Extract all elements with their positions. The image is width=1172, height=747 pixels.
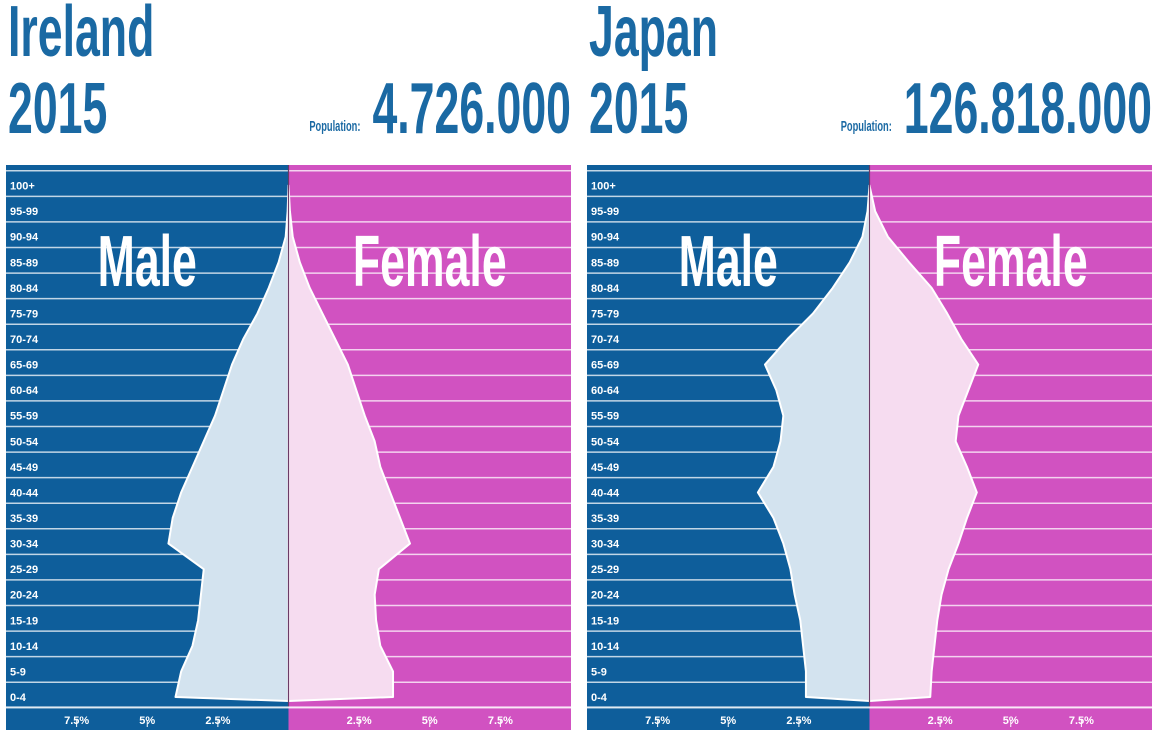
age-label: 0-4 (10, 692, 27, 704)
country-title: Ireland (8, 0, 154, 72)
age-label: 25-29 (10, 564, 38, 576)
series-name: Female (934, 221, 1088, 302)
age-label: 40-44 (10, 487, 39, 499)
age-label: 50-54 (591, 436, 620, 448)
age-label: 65-69 (10, 360, 38, 372)
age-label: 5-9 (591, 666, 607, 678)
age-label: 65-69 (591, 360, 619, 372)
age-label: 60-64 (591, 385, 620, 397)
age-label: 70-74 (591, 334, 620, 346)
x-tick-label: 5% (139, 715, 155, 727)
series-name: Male (98, 221, 197, 302)
age-label: 30-34 (591, 539, 620, 551)
x-tick-label: 5% (720, 715, 736, 727)
year-title: 2015 (8, 68, 107, 149)
age-label: 80-84 (591, 283, 620, 295)
age-label: 75-79 (591, 308, 619, 320)
year-title: 2015 (589, 68, 688, 149)
age-label: 100+ (591, 181, 616, 193)
population-number: 126.818.000 (904, 68, 1152, 149)
age-label: 100+ (10, 181, 35, 193)
age-label: 55-59 (591, 411, 619, 423)
population-area (756, 184, 871, 702)
population-label: Population: (841, 118, 892, 135)
population-area (868, 184, 980, 702)
age-label: 80-84 (10, 283, 39, 295)
x-tick-label: 5% (1003, 715, 1019, 727)
age-label: 85-89 (591, 257, 619, 269)
age-label: 60-64 (10, 385, 39, 397)
age-label: 55-59 (10, 411, 38, 423)
series-name: Female (353, 221, 507, 302)
age-label: 5-9 (10, 666, 26, 678)
age-label: 10-14 (591, 641, 620, 653)
x-tick-label: 5% (422, 715, 438, 727)
x-tick-label: 7.5% (645, 715, 670, 727)
population-area (167, 184, 290, 702)
age-label: 90-94 (10, 232, 39, 244)
age-label: 85-89 (10, 257, 38, 269)
population-area (287, 184, 411, 702)
age-label: 20-24 (591, 590, 620, 602)
x-tick-label: 7.5% (64, 715, 89, 727)
age-label: 15-19 (10, 615, 38, 627)
age-label: 40-44 (591, 487, 620, 499)
country-title: Japan (589, 0, 718, 72)
age-label: 45-49 (591, 462, 619, 474)
age-label: 95-99 (591, 206, 619, 218)
population-label: Population: (309, 118, 360, 135)
age-label: 10-14 (10, 641, 39, 653)
population-number: 4.726.000 (372, 68, 571, 149)
age-label: 95-99 (10, 206, 38, 218)
age-label: 30-34 (10, 539, 39, 551)
age-label: 90-94 (591, 232, 620, 244)
age-label: 75-79 (10, 308, 38, 320)
age-label: 35-39 (10, 513, 38, 525)
x-tick-label: 2.5% (928, 715, 953, 727)
x-tick-label: 2.5% (347, 715, 372, 727)
age-label: 0-4 (591, 692, 608, 704)
age-label: 70-74 (10, 334, 39, 346)
age-label: 35-39 (591, 513, 619, 525)
age-label: 45-49 (10, 462, 38, 474)
x-tick-label: 7.5% (488, 715, 513, 727)
x-tick-label: 2.5% (786, 715, 811, 727)
x-tick-label: 2.5% (205, 715, 230, 727)
age-label: 15-19 (591, 615, 619, 627)
age-label: 25-29 (591, 564, 619, 576)
age-label: 50-54 (10, 436, 39, 448)
age-label: 20-24 (10, 590, 39, 602)
series-name: Male (679, 221, 778, 302)
x-tick-label: 7.5% (1069, 715, 1094, 727)
